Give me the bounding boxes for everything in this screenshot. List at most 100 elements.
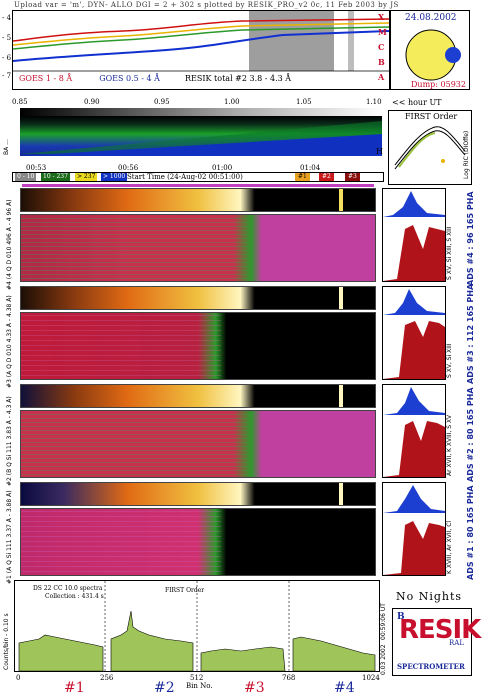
time-tick-2: 01:00: [212, 164, 233, 172]
header-text: Upload var = 'm', DYN- ALLO DGI = 2 + 30…: [14, 1, 399, 9]
section-label-1: #1: [64, 680, 85, 696]
channel-3-fire-strip: [20, 286, 376, 310]
first-order-ylabel: Log RIC (DIOffe): [463, 130, 470, 179]
scale-tick-5: 1.10: [366, 98, 382, 106]
goes-ytick-2: - 5: [2, 34, 12, 42]
legend-goes-1-8: GOES 1 - 8 Å: [19, 74, 73, 83]
channel-1-left-label: #1 (A Q Si 111 3.37 Å - 3.88 Å): [6, 490, 13, 584]
channel-4-pha-panel: [382, 188, 446, 282]
flare-letter-a: A: [378, 72, 385, 82]
section-label-2: #2: [154, 680, 175, 696]
scale-bar: 0.85 0.90 0.95 1.00 1.05 1.10: [12, 98, 384, 160]
goes-ytick-3: - 6: [2, 54, 12, 62]
flare-location-marker: [445, 47, 461, 63]
channel-2-pha-plot: [383, 387, 445, 477]
first-order-plot: [394, 126, 466, 170]
scale-tick-3: 1.00: [224, 98, 240, 106]
spectrum-note-2: Collection : 431.4 s: [45, 593, 104, 600]
logo-small-left: B: [397, 612, 405, 622]
channel-2-pha-label: ADS #2 : 80 165 PHA: [466, 387, 475, 482]
channel-1-spectrogram: [20, 508, 376, 576]
time-tick-3: 01:04: [300, 164, 321, 172]
time-tick-1: 00:56: [118, 164, 139, 172]
legend-bar: 0 - 10 10 - 237 > 237 > 1000 Start Time …: [12, 172, 384, 182]
resik-logo: RESIK B RAL SPECTROMETER: [392, 608, 481, 676]
color-scale-overlay: [20, 121, 382, 156]
scale-right-label: H: [376, 147, 383, 156]
legend-chip-r1: #1: [295, 173, 310, 181]
scale-tick-4: 1.05: [296, 98, 312, 106]
spectrum-xlabel: Bin No.: [186, 682, 213, 690]
channel-4-fire-strip: [20, 188, 376, 212]
flare-class-letters: X M C B A: [378, 10, 388, 85]
hour-ut-label: << hour UT: [392, 98, 442, 107]
bottom-spectrum-plot: [18, 581, 376, 672]
legend-chip-2: > 237: [75, 173, 98, 181]
channel-1-fire-strip: [20, 482, 376, 506]
channel-1-right-label: K XVIII, Ar XVII, Cl: [446, 520, 453, 574]
channel-2-spectrogram: [20, 410, 376, 478]
spectrum-xtick-4: 1024: [362, 674, 380, 682]
legend-chip-0: 0 - 10: [15, 173, 37, 181]
logo-small-right: RAL: [449, 639, 464, 647]
spectrum-ylabel: Counts/bin - 0.10 s: [3, 613, 10, 670]
spectrum-section-4: [292, 636, 376, 672]
channel-1-pha-panel: [382, 482, 446, 576]
spectrum-xtick-2: 512: [190, 674, 204, 682]
section-label-4: #4: [334, 680, 355, 696]
spectrum-section-1: [18, 634, 104, 672]
channel-2-right-label: Ar XVII, K XVIII, S XV: [446, 414, 453, 476]
spectrum-right-vertical-2: 0.03 2002: [380, 644, 387, 675]
channel-1-pha-label: ADS #1 : 80 165 PHA: [466, 485, 475, 580]
sun-disk-graphic: [405, 29, 461, 81]
goes-1-8-curve: [12, 18, 390, 42]
channel-3-left-label: #3 (A Q D 010 4.33 Å - 4.38 Å): [6, 295, 13, 388]
channel-3-pha-label: ADS #3 : 112 165 PHA: [466, 283, 475, 384]
channel-4-right-label: S XV, Si XIII, S XIII: [446, 226, 453, 281]
color-scale-strip: [20, 116, 382, 156]
channel-4-left-label: #4 (4 Q D 010 496 Å - 4 96 Å): [6, 199, 13, 291]
spectrum-xtick-0: 0: [16, 674, 21, 682]
channel-2-left-label: #2 (B Q Si 111 3.83 Å - 4.3 Å): [6, 396, 13, 486]
goes-green-curve: [12, 26, 390, 50]
logo-sub: SPECTROMETER: [397, 662, 465, 671]
scale-tick-2: 0.95: [154, 98, 170, 106]
channel-2-fire-strip: [20, 384, 376, 408]
goes-ytick-4: - 7: [2, 72, 12, 80]
flare-letter-b: B: [378, 57, 385, 67]
legend-goes-05-4: GOES 0.5 - 4 Å: [99, 74, 160, 83]
legend-chip-1: 10 - 237: [41, 173, 70, 181]
channel-4-pha-label: ADS #4 : 96 165 PHA: [466, 191, 475, 286]
spectrum-section-3: [200, 646, 286, 672]
bottom-spectrum-panel: DS 22 CC 10.0 spectra Collection : 431.4…: [14, 580, 380, 672]
channel-3-pha-panel: [382, 286, 446, 380]
spectrum-order: FIRST Order: [165, 587, 205, 594]
gray-scale-strip: [20, 108, 382, 116]
channel-4-spectrogram: [20, 214, 376, 282]
goes-plot: [12, 11, 390, 72]
scale-tick-0: 0.85: [12, 98, 28, 106]
legend-resik: RESIK total #2 3.8 - 4.3 Å: [185, 74, 292, 83]
magenta-marker-bar: [22, 184, 374, 187]
scale-side-label: BA ...: [3, 139, 10, 155]
goes-0.5-4-curve: [12, 30, 390, 62]
flare-letter-m: M: [378, 27, 387, 37]
goes-panel: GOES 1 - 8 Å GOES 0.5 - 4 Å RESIK total …: [12, 10, 390, 90]
channel-3-spectrogram: [20, 312, 376, 380]
channel-3-pha-plot: [383, 289, 445, 379]
spectrum-xtick-3: 768: [282, 674, 296, 682]
sun-date: 24.08.2002: [405, 13, 457, 23]
resik-gap-light: [348, 11, 354, 71]
channel-4-pha-plot: [383, 191, 445, 281]
spectrum-note-1: DS 22 CC 10.0 spectra: [33, 585, 103, 592]
scale-tick-1: 0.90: [84, 98, 100, 106]
sun-panel: 24.08.2002 Dump: 05932: [390, 10, 470, 90]
channel-3-right-label: S XV, Si XIII: [446, 343, 453, 378]
legend-chip-3: > 1000: [101, 173, 128, 181]
flare-letter-c: C: [378, 42, 385, 52]
legend-chip-r3: #3: [345, 173, 360, 181]
channel-2-pha-panel: [382, 384, 446, 478]
goes-ytick-1: - 4: [2, 14, 12, 22]
spectrum-xtick-1: 256: [100, 674, 114, 682]
time-tick-0: 00:53: [26, 164, 47, 172]
